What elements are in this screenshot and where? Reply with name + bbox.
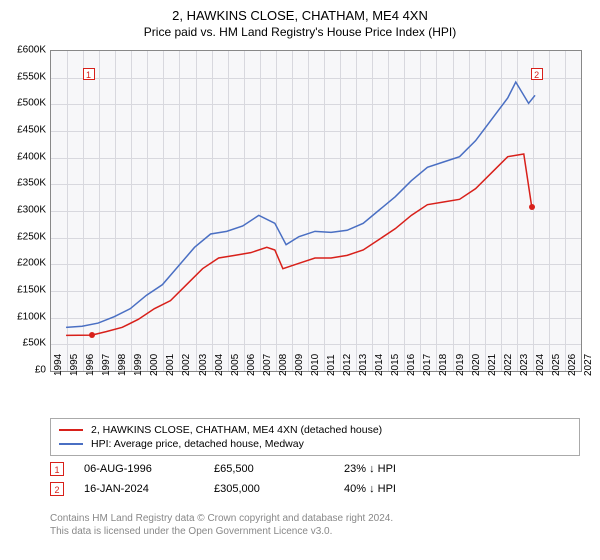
x-axis-label: 2024: [535, 354, 546, 376]
x-axis-label: 1999: [133, 354, 144, 376]
x-axis-label: 2014: [374, 354, 385, 376]
x-axis-label: 2008: [278, 354, 289, 376]
y-axis-label: £50K: [23, 338, 46, 349]
legend: 2, HAWKINS CLOSE, CHATHAM, ME4 4XN (deta…: [50, 418, 580, 456]
y-axis-label: £500K: [17, 98, 46, 109]
x-axis-label: 2020: [471, 354, 482, 376]
x-axis-label: 1997: [101, 354, 112, 376]
x-axis-label: 1994: [53, 354, 64, 376]
x-axis-label: 2010: [310, 354, 321, 376]
x-axis-label: 2026: [567, 354, 578, 376]
x-axis-label: 1998: [117, 354, 128, 376]
x-axis-label: 2013: [358, 354, 369, 376]
y-axis-label: £150K: [17, 285, 46, 296]
x-axis-label: 2004: [214, 354, 225, 376]
summary-pct: 23% ↓ HPI: [344, 463, 474, 475]
y-axis-label: £450K: [17, 125, 46, 136]
footer-attribution: Contains HM Land Registry data © Crown c…: [50, 512, 580, 538]
x-axis-label: 2015: [390, 354, 401, 376]
y-axis-label: £0: [35, 365, 46, 376]
y-axis-label: £200K: [17, 258, 46, 269]
y-axis-label: £550K: [17, 71, 46, 82]
x-axis-label: 2000: [149, 354, 160, 376]
data-point-1: [89, 332, 95, 338]
x-axis-label: 2018: [438, 354, 449, 376]
legend-label: 2, HAWKINS CLOSE, CHATHAM, ME4 4XN (deta…: [91, 424, 382, 436]
summary-price: £305,000: [214, 483, 344, 495]
y-axis-label: £600K: [17, 45, 46, 56]
x-axis-label: 1995: [69, 354, 80, 376]
legend-item: 2, HAWKINS CLOSE, CHATHAM, ME4 4XN (deta…: [59, 423, 571, 437]
summary-table: 1 06-AUG-1996£65,50023% ↓ HPI 2 16-JAN-2024…: [50, 462, 580, 502]
summary-pct: 40% ↓ HPI: [344, 483, 474, 495]
summary-price: £65,500: [214, 463, 344, 475]
footer-line-1: Contains HM Land Registry data © Crown c…: [50, 512, 580, 525]
x-axis-label: 2022: [503, 354, 514, 376]
x-axis-label: 2023: [519, 354, 530, 376]
x-axis-label: 2017: [422, 354, 433, 376]
y-axis-label: £300K: [17, 205, 46, 216]
legend-swatch: [59, 443, 83, 445]
legend-swatch: [59, 429, 83, 431]
x-axis-label: 2011: [326, 354, 337, 376]
chart-title: 2, HAWKINS CLOSE, CHATHAM, ME4 4XN: [0, 0, 600, 23]
summary-date: 16-JAN-2024: [84, 483, 214, 495]
x-axis-label: 1996: [85, 354, 96, 376]
y-axis-label: £250K: [17, 231, 46, 242]
x-axis-label: 2002: [181, 354, 192, 376]
legend-label: HPI: Average price, detached house, Medw…: [91, 438, 304, 450]
x-axis-label: 2003: [198, 354, 209, 376]
x-axis-label: 2006: [246, 354, 257, 376]
summary-row: 1 06-AUG-1996£65,50023% ↓ HPI: [50, 462, 580, 476]
summary-marker-2: 2: [50, 482, 64, 496]
x-axis-label: 2016: [406, 354, 417, 376]
chart-subtitle: Price paid vs. HM Land Registry's House …: [0, 23, 600, 39]
legend-item: HPI: Average price, detached house, Medw…: [59, 437, 571, 451]
summary-row: 2 16-JAN-2024£305,00040% ↓ HPI: [50, 482, 580, 496]
series-hpi: [66, 82, 535, 327]
x-axis-label: 2019: [455, 354, 466, 376]
summary-marker-1: 1: [50, 462, 64, 476]
x-axis-label: 2001: [165, 354, 176, 376]
chart-area: £0£50K£100K£150K£200K£250K£300K£350K£400…: [50, 50, 580, 370]
x-axis-label: 2005: [230, 354, 241, 376]
y-axis-label: £100K: [17, 311, 46, 322]
x-axis-label: 2025: [551, 354, 562, 376]
series-price_paid: [66, 154, 532, 335]
y-axis-label: £400K: [17, 151, 46, 162]
summary-date: 06-AUG-1996: [84, 463, 214, 475]
marker-label-1: 1: [83, 68, 95, 80]
x-axis-label: 2021: [487, 354, 498, 376]
x-axis-label: 2012: [342, 354, 353, 376]
x-axis-label: 2009: [294, 354, 305, 376]
x-axis-label: 2007: [262, 354, 273, 376]
x-axis-label: 2027: [583, 354, 594, 376]
footer-line-2: This data is licensed under the Open Gov…: [50, 525, 580, 538]
data-point-2: [529, 204, 535, 210]
y-axis-label: £350K: [17, 178, 46, 189]
chart-lines: [50, 50, 580, 370]
marker-label-2: 2: [531, 68, 543, 80]
